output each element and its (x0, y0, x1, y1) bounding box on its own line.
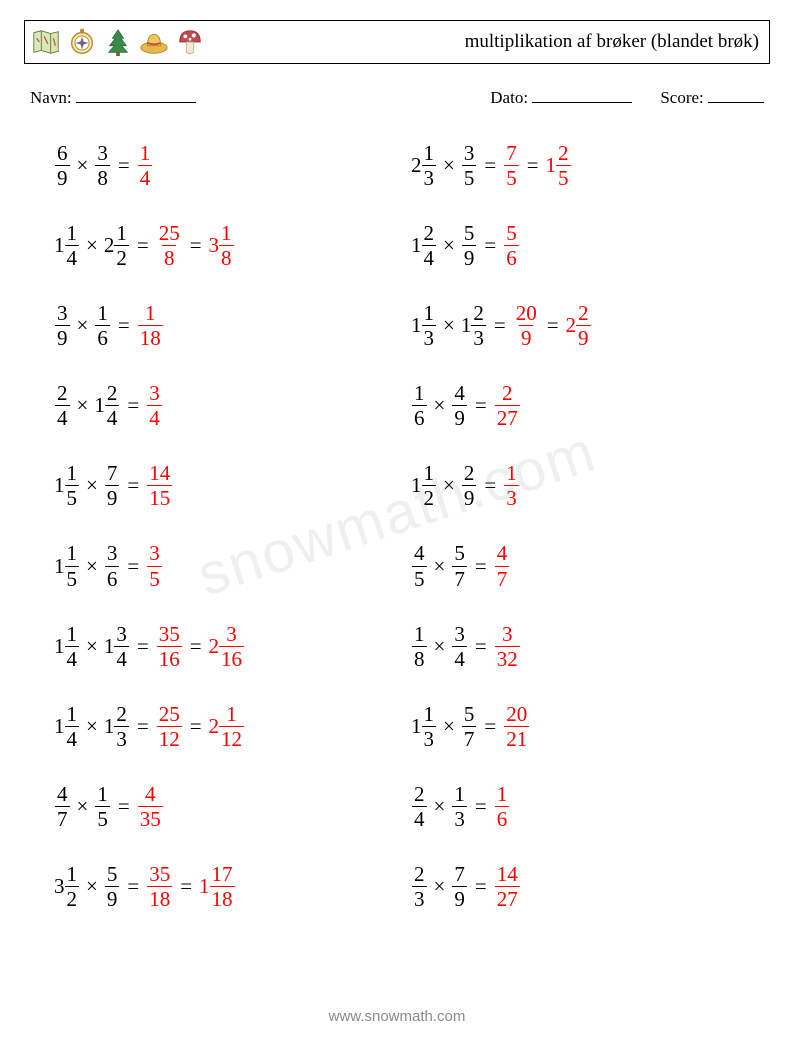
score-label: Score: (660, 88, 703, 107)
problem-row: 39×16=118 (54, 302, 391, 349)
problem-row: 23×79=1427 (411, 863, 748, 910)
map-icon (31, 27, 61, 57)
date-label: Dato: (490, 88, 528, 107)
name-label: Navn: (30, 88, 72, 107)
problem-row: 47×15=435 (54, 783, 391, 830)
answer: 118 (137, 302, 164, 349)
date-blank[interactable] (532, 86, 632, 103)
problem-row: 24×13=16 (411, 783, 748, 830)
header-box: multiplikation af brøker (blandet brøk) (24, 20, 770, 64)
problem-row: 124×59=56 (411, 222, 748, 269)
answer: 209=229 (513, 302, 592, 349)
sun-hat-icon (139, 27, 169, 57)
problem-row: 112×29=13 (411, 462, 748, 509)
answer: 3518=11718 (146, 863, 235, 910)
answer: 34 (146, 382, 163, 429)
answer: 13 (503, 462, 520, 509)
problem-row: 16×49=227 (411, 382, 748, 429)
mushroom-icon (175, 27, 205, 57)
answer: 56 (503, 222, 520, 269)
problem-row: 114×212=258=318 (54, 222, 391, 269)
problem-row: 115×79=1415 (54, 462, 391, 509)
answer: 2512=2112 (156, 703, 245, 750)
answer: 35 (146, 542, 163, 589)
header-icons (31, 27, 205, 57)
answer: 75=125 (503, 142, 571, 189)
problem-row: 18×34=332 (411, 623, 748, 670)
tree-icon (103, 27, 133, 57)
answer: 227 (494, 382, 521, 429)
answer: 1415 (146, 462, 173, 509)
answer: 1427 (494, 863, 521, 910)
meta-row: Navn: Dato: Score: (24, 86, 770, 108)
problem-row: 213×35=75=125 (411, 142, 748, 189)
worksheet-title: multiplikation af brøker (blandet brøk) (465, 31, 759, 53)
problem-row: 114×123=2512=2112 (54, 703, 391, 750)
problem-row: 114×134=3516=2316 (54, 623, 391, 670)
answer: 16 (494, 783, 511, 830)
name-blank[interactable] (76, 86, 196, 103)
problem-row: 113×57=2021 (411, 703, 748, 750)
problem-row: 24×124=34 (54, 382, 391, 429)
answer: 2021 (503, 703, 530, 750)
footer-link[interactable]: www.snowmath.com (0, 1008, 794, 1025)
problem-row: 69×38=14 (54, 142, 391, 189)
problems-grid: 69×38=14 213×35=75=125 114×212=258=318 124×… (24, 142, 770, 910)
answer: 14 (137, 142, 154, 189)
score-blank[interactable] (708, 86, 764, 103)
problem-row: 45×57=47 (411, 542, 748, 589)
problem-row: 113×123=209=229 (411, 302, 748, 349)
answer: 332 (494, 623, 521, 670)
problem-row: 115×36=35 (54, 542, 391, 589)
answer: 47 (494, 542, 511, 589)
answer: 3516=2316 (156, 623, 245, 670)
answer: 435 (137, 783, 164, 830)
answer: 258=318 (156, 222, 235, 269)
problem-row: 312×59=3518=11718 (54, 863, 391, 910)
compass-icon (67, 27, 97, 57)
